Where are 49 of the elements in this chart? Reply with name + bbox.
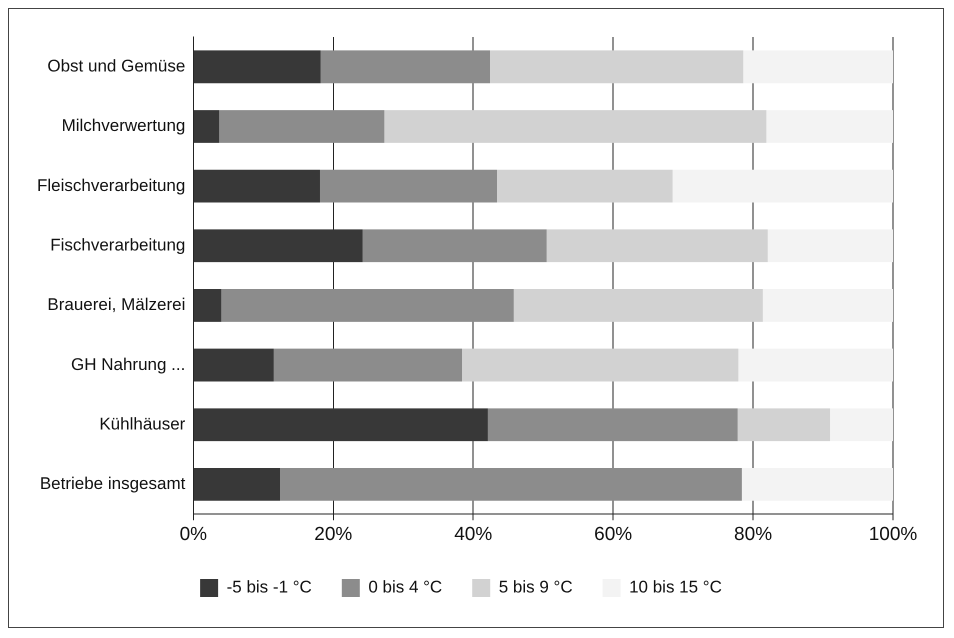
legend-label: 5 bis 9 °C — [498, 578, 573, 597]
y-tick-label: Obst und Gemüse — [47, 56, 186, 76]
x-tick-label: 40% — [454, 524, 492, 545]
bar — [194, 50, 321, 84]
x-tick-label: 20% — [314, 524, 352, 545]
y-tick-label: Fleischverarbeitung — [36, 176, 186, 195]
y-tick-label: Brauerei, Mälzerei — [47, 295, 186, 314]
y-tick-label: Betriebe insgesamt — [40, 474, 186, 494]
bar — [221, 289, 514, 322]
bar — [194, 289, 222, 322]
bar — [194, 468, 280, 501]
bar — [738, 348, 893, 382]
bar — [497, 170, 673, 203]
bar — [194, 110, 220, 143]
bar — [672, 170, 893, 203]
y-tick-label: Fischverarbeitung — [50, 235, 186, 254]
bar — [830, 408, 893, 442]
bar — [219, 110, 384, 143]
bar — [194, 408, 488, 442]
bar — [320, 50, 490, 84]
bar — [488, 408, 738, 442]
x-tick-label: 100% — [868, 524, 918, 545]
bar — [743, 50, 893, 84]
bar — [362, 229, 547, 262]
bar — [766, 110, 893, 143]
legend-label: 0 bis 4 °C — [368, 578, 442, 597]
bar — [274, 348, 462, 382]
bar — [762, 289, 893, 322]
bar — [514, 289, 763, 322]
bar — [320, 170, 497, 203]
legend-label: 10 bis 15 °C — [629, 578, 722, 597]
bar — [742, 468, 893, 501]
y-tick-label: Kühlhäuser — [99, 414, 186, 434]
bar — [194, 170, 320, 203]
bar — [280, 468, 742, 501]
bar — [738, 408, 830, 442]
bar — [490, 50, 744, 84]
y-tick-label: GH Nahrung ... — [71, 354, 186, 374]
bar — [194, 229, 363, 262]
bar — [768, 229, 893, 262]
bar — [462, 348, 738, 382]
x-tick-label: 60% — [594, 524, 632, 545]
bar — [546, 229, 768, 262]
bar — [384, 110, 766, 143]
legend-label: -5 bis -1 °C — [226, 578, 312, 597]
bar — [194, 348, 274, 382]
x-tick-label: 0% — [180, 524, 208, 545]
x-tick-label: 80% — [734, 524, 772, 545]
y-tick-label: Milchverwertung — [62, 116, 186, 136]
